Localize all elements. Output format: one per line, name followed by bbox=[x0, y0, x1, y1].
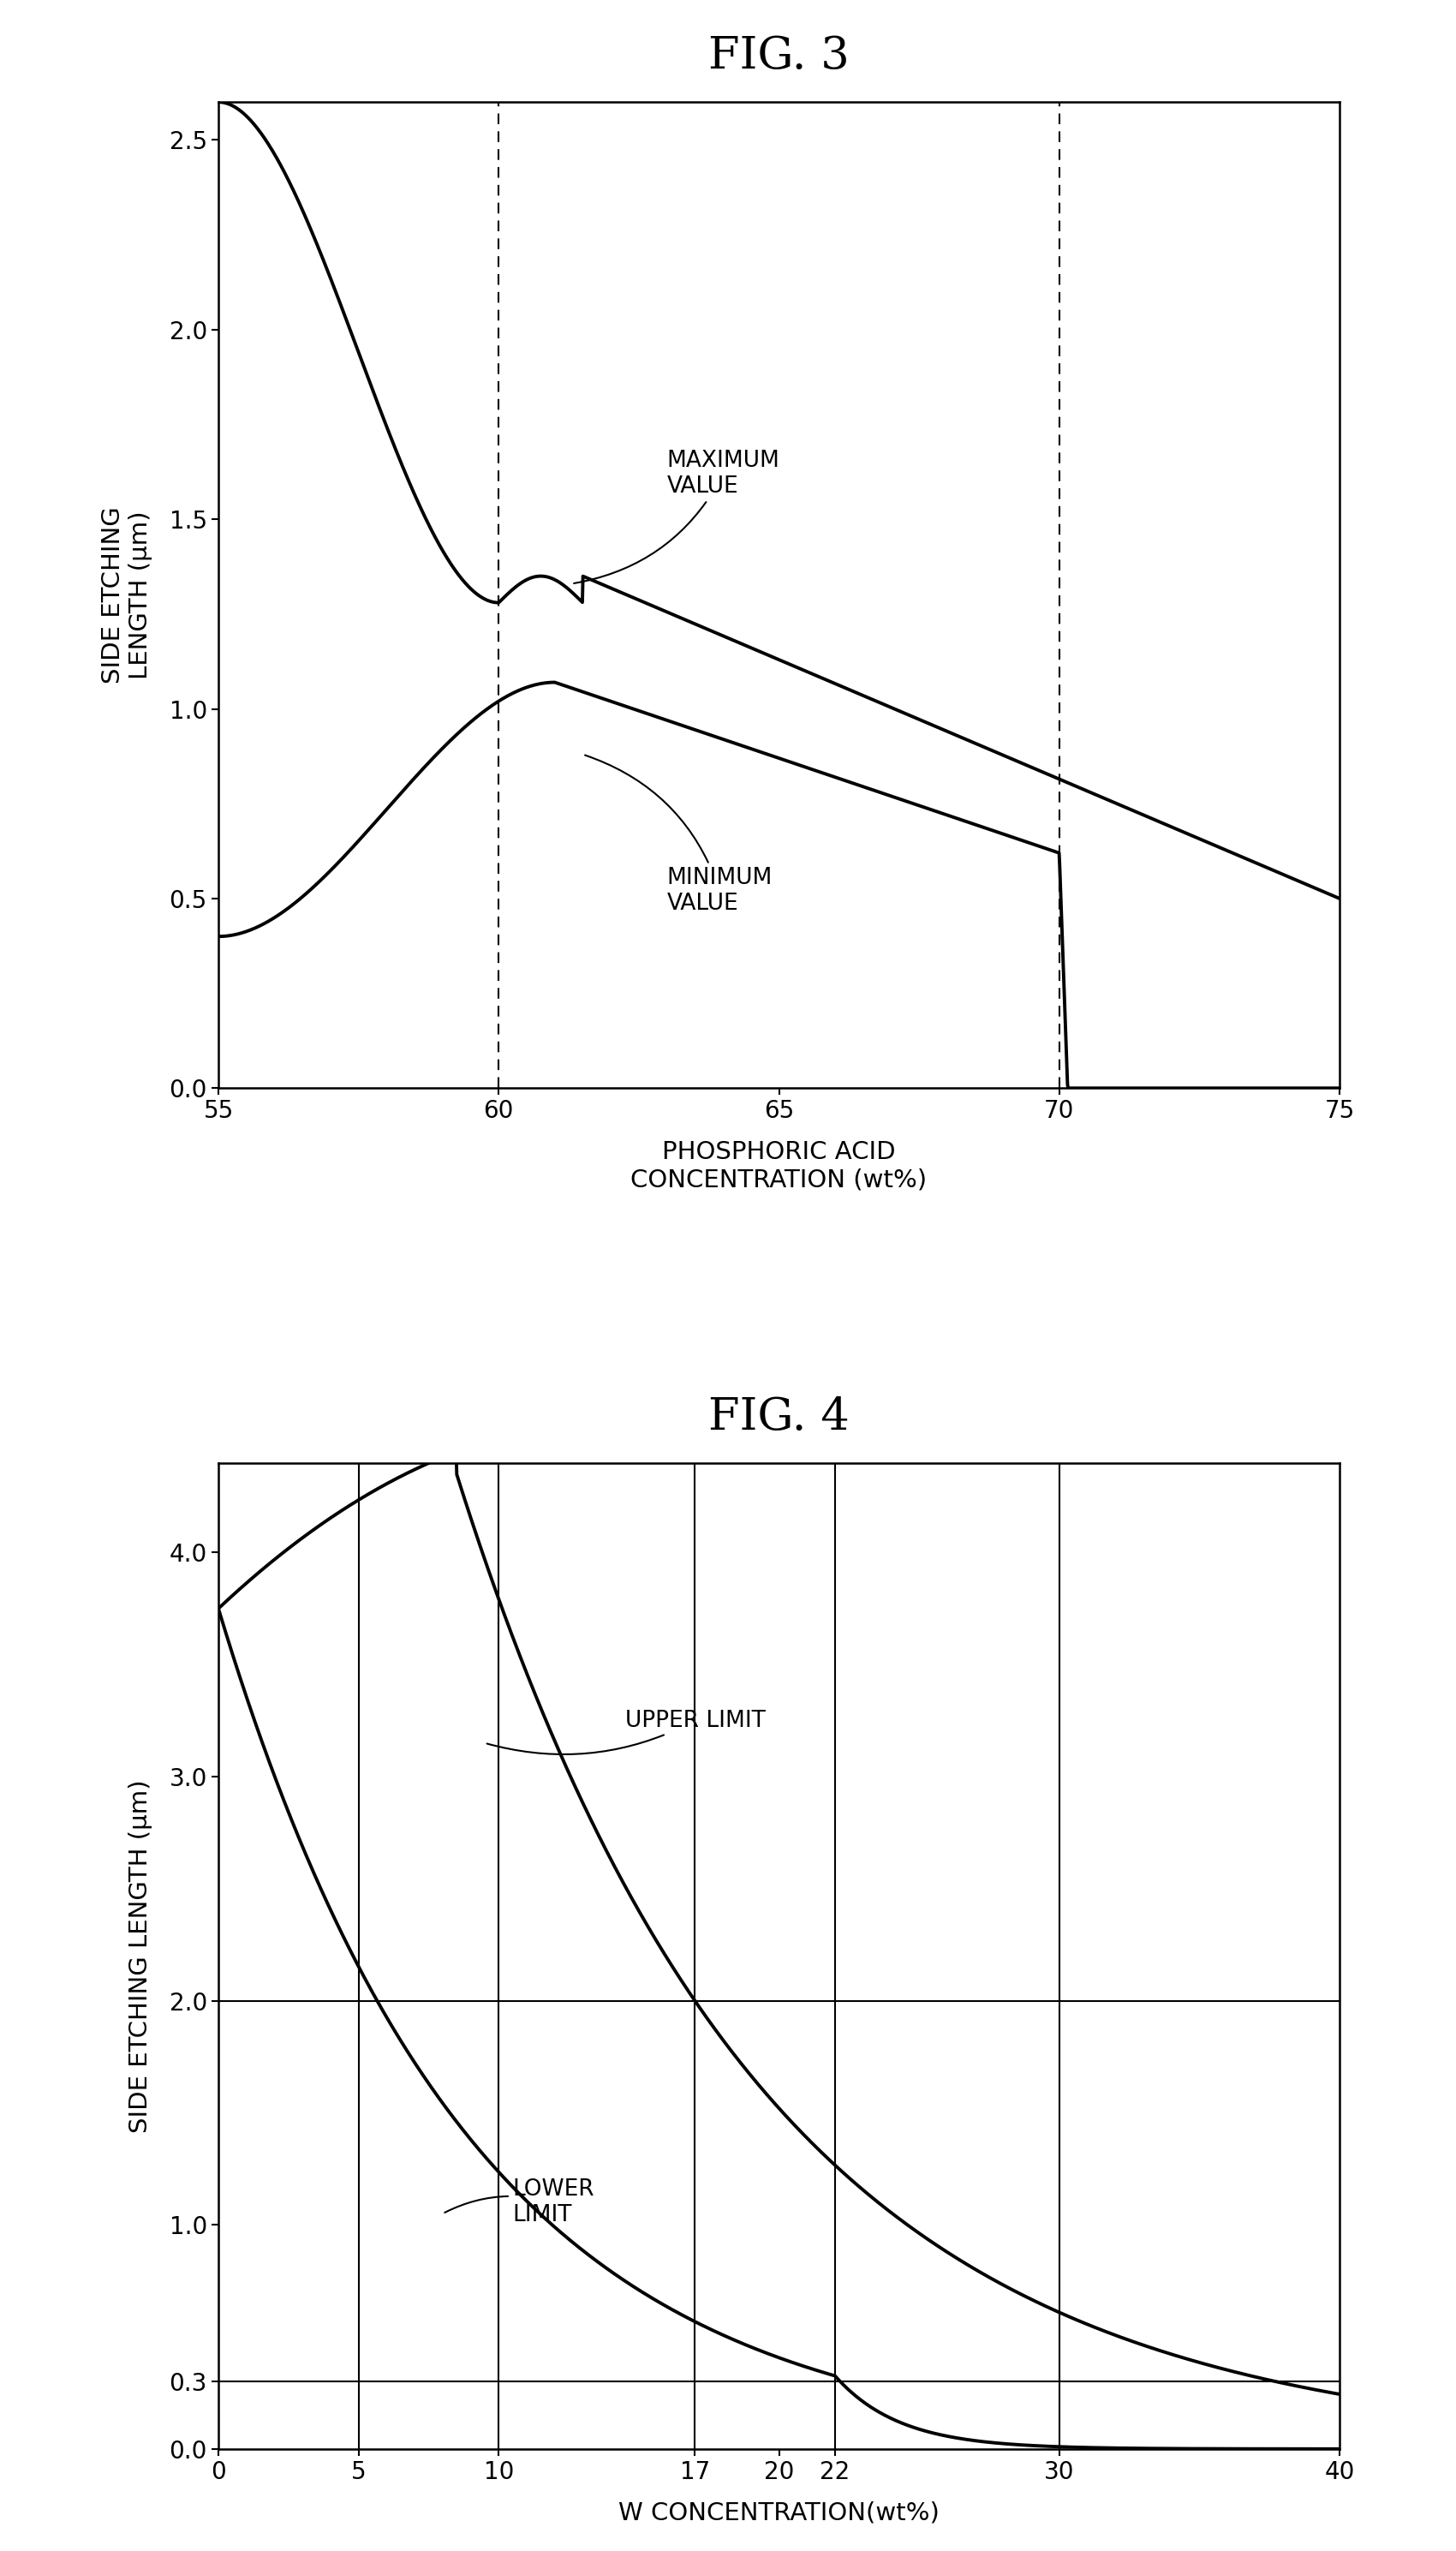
Text: UPPER LIMIT: UPPER LIMIT bbox=[486, 1709, 766, 1755]
Y-axis label: SIDE ETCHING
LENGTH (μm): SIDE ETCHING LENGTH (μm) bbox=[100, 508, 153, 684]
Text: MINIMUM
VALUE: MINIMUM VALUE bbox=[585, 755, 773, 916]
Title: FIG. 3: FIG. 3 bbox=[709, 36, 849, 79]
X-axis label: PHOSPHORIC ACID
CONCENTRATION (wt%): PHOSPHORIC ACID CONCENTRATION (wt%) bbox=[630, 1140, 927, 1191]
Text: LOWER
LIMIT: LOWER LIMIT bbox=[444, 2179, 594, 2227]
Y-axis label: SIDE ETCHING LENGTH (μm): SIDE ETCHING LENGTH (μm) bbox=[128, 1778, 153, 2133]
Text: MAXIMUM
VALUE: MAXIMUM VALUE bbox=[574, 449, 780, 584]
Title: FIG. 4: FIG. 4 bbox=[709, 1395, 849, 1439]
X-axis label: W CONCENTRATION(wt%): W CONCENTRATION(wt%) bbox=[619, 2500, 939, 2525]
